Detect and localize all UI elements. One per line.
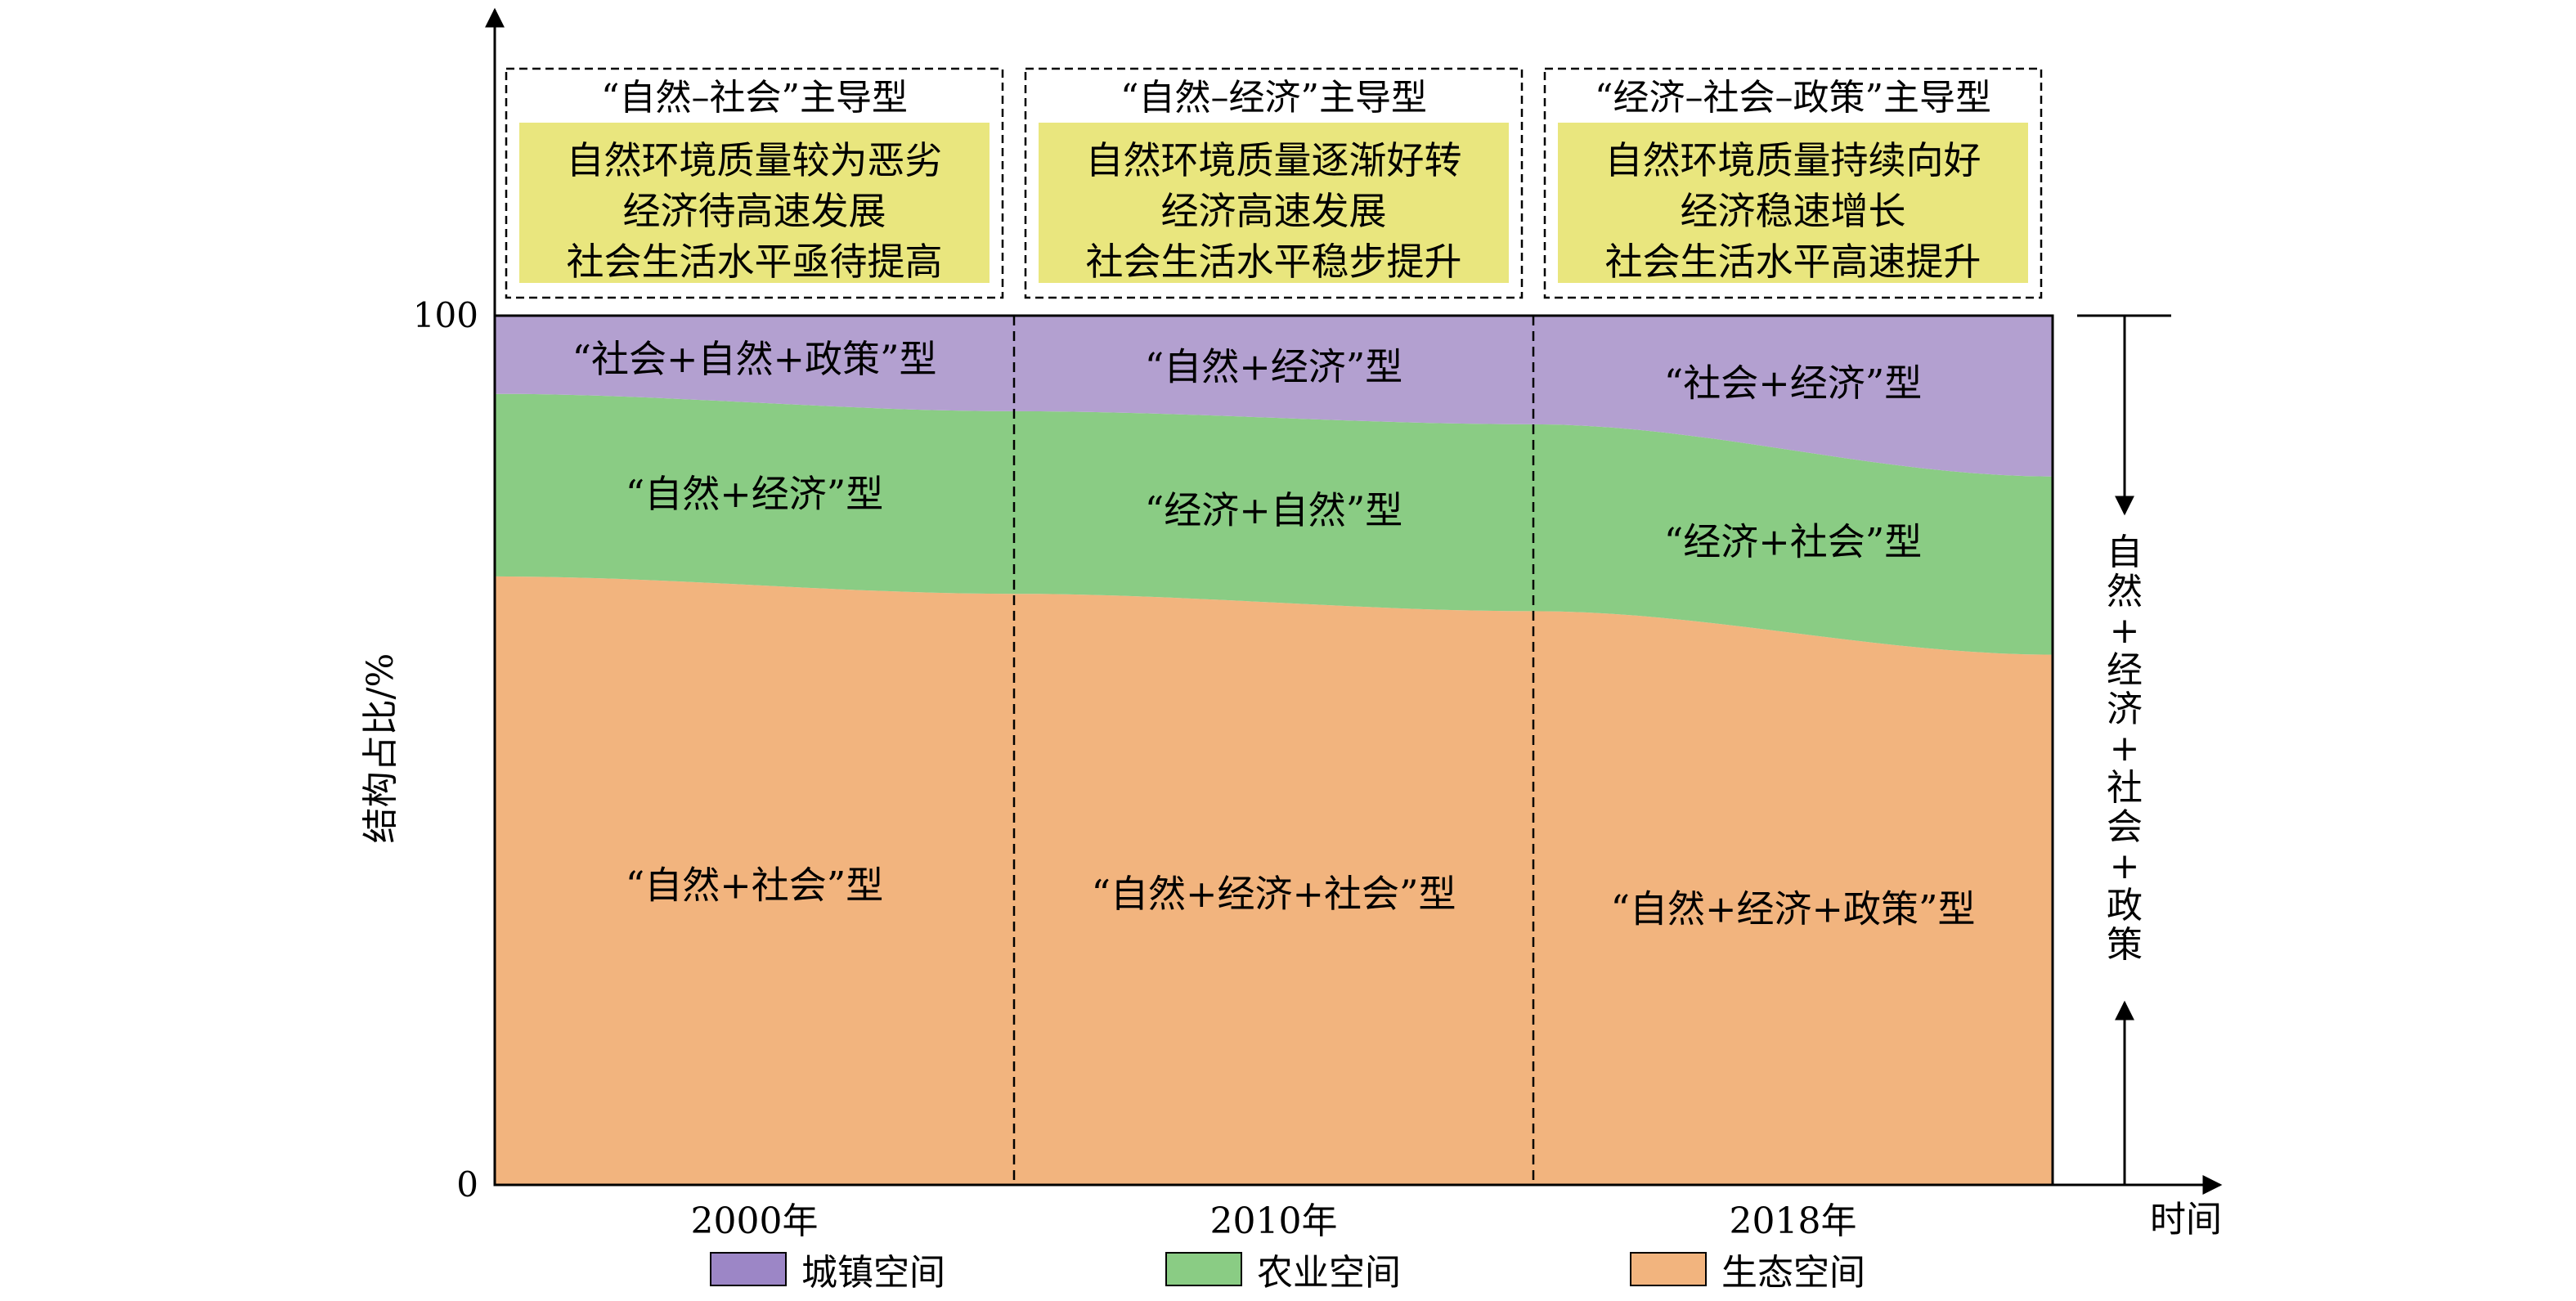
x-tick-label: 2010年 (1210, 1200, 1338, 1242)
area-labels: “自然+社会”型 “自然+经济”型 “社会+自然+政策”型 “自然+经济+社会”型 “经… (572, 337, 1975, 931)
stage-box-line: 社会生活水平高速提升 (1605, 240, 1981, 284)
legend-label-urban: 城镇空间 (801, 1252, 945, 1294)
area-label: “经济+社会”型 (1664, 519, 1923, 563)
x-tick-label: 2018年 (1730, 1200, 1857, 1242)
axes (485, 7, 2223, 1195)
stage-box-highlight (519, 123, 990, 283)
area-label: “社会+经济”型 (1664, 361, 1923, 405)
side-label-char: + (2110, 728, 2140, 769)
side-label-char: 政 (2107, 885, 2143, 926)
area-label: “社会+自然+政策”型 (572, 337, 936, 381)
side-label-char: 会 (2107, 806, 2143, 848)
x-axis-label: 时间 (2150, 1199, 2222, 1240)
stage-box-line: 经济高速发展 (1161, 189, 1387, 233)
area-label: “自然+经济”型 (626, 472, 884, 516)
stage-box-title: “自然–经济”主导型 (1120, 77, 1427, 119)
y-tick-label: 0 (456, 1164, 478, 1205)
stage-box-line: 自然环境质量逐渐好转 (1086, 138, 1462, 182)
stage-box-highlight (1558, 123, 2028, 283)
legend-item-agricultural: 农业空间 (1165, 1245, 1401, 1294)
area-label: “自然+经济+社会”型 (1091, 872, 1456, 916)
side-label-char: 自 (2107, 532, 2143, 573)
area-label: “自然+经济+政策”型 (1610, 886, 1975, 931)
stage-box-title: “经济–社会–政策”主导型 (1595, 77, 1991, 119)
area-label: “经济+自然”型 (1145, 488, 1403, 532)
stage-dividers (1012, 316, 1535, 1185)
side-label-char: 社 (2107, 767, 2143, 809)
side-label-char: 策 (2107, 924, 2143, 966)
side-label-char: 然 (2107, 571, 2143, 612)
stage-box-title: “自然–社会”主导型 (601, 77, 908, 119)
legend-label-ecological: 生态空间 (1721, 1252, 1865, 1294)
legend-label-agricultural: 农业空间 (1257, 1252, 1401, 1294)
stage-box-line: 经济待高速发展 (623, 189, 886, 233)
area-label: “自然+经济”型 (1145, 344, 1403, 388)
legend-item-urban: 城镇空间 (710, 1245, 945, 1294)
area-label: “自然+社会”型 (626, 863, 884, 907)
stage-box-line: 社会生活水平稳步提升 (1086, 240, 1462, 284)
side-label-char: + (2110, 846, 2140, 887)
stage-box-line: 自然环境质量较为恶劣 (567, 138, 943, 182)
side-label-char: 经 (2107, 649, 2143, 691)
tick-labels: 0 100 2000年 2010年 2018年 (413, 295, 1857, 1242)
y-axis-label: 结构占比/% (360, 653, 402, 844)
side-label-char: + (2110, 610, 2140, 652)
legend-item-ecological: 生态空间 (1630, 1245, 1865, 1294)
stage-box-highlight (1039, 123, 1509, 283)
stage-box-line: 社会生活水平亟待提高 (567, 240, 943, 284)
stage-box-line: 经济稳速增长 (1681, 189, 1906, 233)
legend-swatch-agricultural (1165, 1252, 1242, 1286)
stage-boxes: “自然–社会”主导型自然环境质量较为恶劣经济待高速发展社会生活水平亟待提高“自然… (505, 67, 2043, 299)
legend-swatch-ecological (1630, 1252, 1707, 1286)
area-series-1 (495, 393, 2053, 655)
stage-box-line: 自然环境质量持续向好 (1605, 138, 1981, 182)
area-series-2 (495, 316, 2053, 477)
x-tick-label: 2000年 (691, 1200, 819, 1242)
side-bracket: 自然+经济+社会+政策 (2077, 314, 2171, 1185)
y-tick-label: 100 (413, 295, 478, 335)
area-series-0 (495, 576, 2053, 1185)
area-layer (493, 314, 2054, 1187)
side-label-char: 济 (2107, 689, 2143, 730)
legend-swatch-urban (710, 1252, 787, 1286)
